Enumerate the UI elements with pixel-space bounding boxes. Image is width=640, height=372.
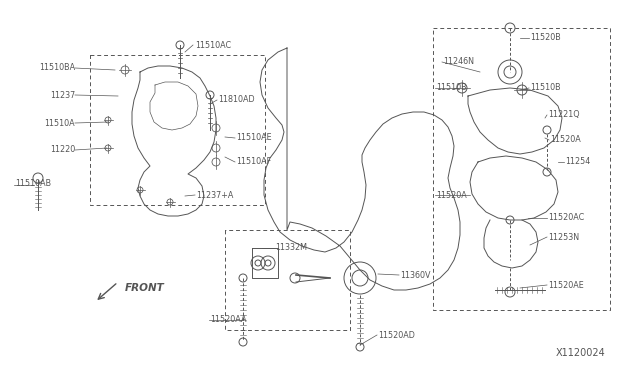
Text: 11520B: 11520B [530,33,561,42]
Text: 11810AD: 11810AD [218,96,255,105]
Text: FRONT: FRONT [125,283,164,293]
Text: 11360V: 11360V [400,270,431,279]
Text: 11520A: 11520A [550,135,580,144]
Text: 11510AE: 11510AE [236,134,271,142]
Text: 11510BA: 11510BA [39,64,75,73]
Text: 11510B: 11510B [436,83,467,93]
Text: 11254: 11254 [565,157,590,167]
Text: 11220: 11220 [50,145,75,154]
Text: 11510A: 11510A [44,119,75,128]
Text: 11520A: 11520A [436,190,467,199]
Text: 11332M: 11332M [275,244,307,253]
Text: 11510AB: 11510AB [15,179,51,187]
Text: 11520AC: 11520AC [548,214,584,222]
Text: 11510B: 11510B [530,83,561,93]
Text: X1120024: X1120024 [556,348,605,358]
Text: 11221Q: 11221Q [548,110,580,119]
Text: 11520AA: 11520AA [210,315,246,324]
Text: 11246N: 11246N [443,58,474,67]
Text: 11237+A: 11237+A [196,190,234,199]
Text: 11510AF: 11510AF [236,157,271,167]
Text: 11520AD: 11520AD [378,330,415,340]
Text: 11253N: 11253N [548,232,579,241]
Text: 11520AE: 11520AE [548,280,584,289]
Text: 11510AC: 11510AC [195,41,231,49]
Text: 11237: 11237 [50,90,75,99]
